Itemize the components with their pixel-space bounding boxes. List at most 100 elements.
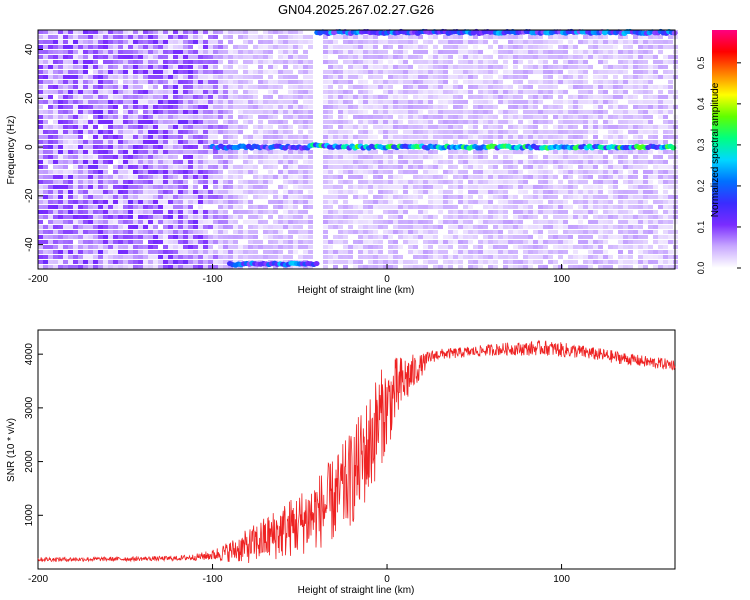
- heatmap-cell: [173, 165, 178, 169]
- heatmap-cell: [248, 165, 253, 169]
- heatmap-cell: [208, 135, 213, 139]
- heatmap-cell: [293, 220, 298, 224]
- heatmap-cell: [43, 200, 48, 204]
- heatmap-cell: [98, 135, 103, 139]
- heatmap-cell: [158, 235, 163, 239]
- heatmap-cell: [273, 245, 278, 249]
- heatmap-cell: [213, 150, 218, 154]
- heatmap-cell: [118, 35, 123, 39]
- heatmap-cell: [418, 130, 423, 134]
- heatmap-cell: [168, 50, 173, 54]
- heatmap-cell: [133, 75, 138, 79]
- heatmap-cell: [38, 160, 43, 164]
- heatmap-cell: [513, 105, 518, 109]
- heatmap-cell: [83, 105, 88, 109]
- heatmap-cell: [103, 145, 108, 149]
- heatmap-cell: [503, 35, 508, 39]
- heatmap-cell: [598, 220, 603, 224]
- heatmap-cell: [308, 155, 313, 159]
- heatmap-cell: [138, 190, 143, 194]
- heatmap-cell: [323, 115, 328, 119]
- heatmap-cell: [188, 40, 193, 44]
- heatmap-cell: [408, 40, 413, 44]
- heatmap-cell: [368, 155, 373, 159]
- heatmap-cell: [453, 250, 458, 254]
- heatmap-cell: [273, 265, 278, 269]
- heatmap-cell: [568, 80, 573, 84]
- heatmap-cell: [533, 110, 538, 114]
- heatmap-cell: [38, 230, 43, 234]
- heatmap-cell: [393, 50, 398, 54]
- heatmap-cell: [348, 105, 353, 109]
- heatmap-cell: [138, 65, 143, 69]
- heatmap-cell: [463, 215, 468, 219]
- heatmap-cell: [263, 205, 268, 209]
- heatmap-cell: [238, 255, 243, 259]
- heatmap-cell: [283, 150, 288, 154]
- heatmap-cell: [548, 95, 553, 99]
- heatmap-cell: [343, 60, 348, 64]
- heatmap-cell: [168, 185, 173, 189]
- heatmap-cell: [143, 75, 148, 79]
- heatmap-cell: [363, 60, 368, 64]
- heatmap-cell: [533, 240, 538, 244]
- heatmap-cell: [388, 215, 393, 219]
- heatmap-cell: [408, 220, 413, 224]
- heatmap-cell: [188, 70, 193, 74]
- heatmap-cell: [238, 155, 243, 159]
- heatmap-cell: [158, 90, 163, 94]
- heatmap-cell: [203, 95, 208, 99]
- heatmap-cell: [233, 205, 238, 209]
- heatmap-cell: [63, 195, 68, 199]
- heatmap-cell: [343, 220, 348, 224]
- heatmap-cell: [263, 220, 268, 224]
- heatmap-cell: [143, 120, 148, 124]
- heatmap-cell: [598, 200, 603, 204]
- heatmap-cell: [53, 220, 58, 224]
- heatmap-cell: [598, 75, 603, 79]
- heatmap-cell: [368, 95, 373, 99]
- heatmap-cell: [418, 120, 423, 124]
- heatmap-cell: [543, 250, 548, 254]
- heatmap-cell: [58, 115, 63, 119]
- heatmap-cell: [333, 165, 338, 169]
- heatmap-cell: [203, 65, 208, 69]
- heatmap-cell: [263, 70, 268, 74]
- heatmap-cell: [88, 150, 93, 154]
- heatmap-cell: [378, 250, 383, 254]
- heatmap-cell: [183, 220, 188, 224]
- heatmap-cell: [363, 170, 368, 174]
- heatmap-cell: [413, 160, 418, 164]
- heatmap-cell: [463, 255, 468, 259]
- heatmap-cell: [63, 40, 68, 44]
- heatmap-cell: [543, 170, 548, 174]
- heatmap-cell: [543, 125, 548, 129]
- heatmap-cell: [613, 175, 618, 179]
- heatmap-cell: [288, 225, 293, 229]
- heatmap-cell: [103, 95, 108, 99]
- heatmap-cell: [323, 220, 328, 224]
- heatmap-cell: [473, 230, 478, 234]
- heatmap-cell: [173, 215, 178, 219]
- heatmap-cell: [513, 35, 518, 39]
- heatmap-cell: [278, 160, 283, 164]
- heatmap-cell: [43, 160, 48, 164]
- heatmap-cell: [513, 100, 518, 104]
- heatmap-cell: [283, 260, 288, 264]
- heatmap-cell: [73, 90, 78, 94]
- heatmap-cell: [558, 50, 563, 54]
- heatmap-cell: [283, 180, 288, 184]
- heatmap-cell: [423, 240, 428, 244]
- heatmap-cell: [328, 115, 333, 119]
- heatmap-cell: [138, 45, 143, 49]
- heatmap-cell: [413, 220, 418, 224]
- heatmap-cell: [518, 60, 523, 64]
- heatmap-cell: [288, 90, 293, 94]
- heatmap-cell: [273, 230, 278, 234]
- heatmap-cell: [213, 80, 218, 84]
- heatmap-cell: [58, 120, 63, 124]
- heatmap-cell: [513, 180, 518, 184]
- heatmap-cell: [173, 115, 178, 119]
- heatmap-cell: [113, 35, 118, 39]
- heatmap-cell: [218, 190, 223, 194]
